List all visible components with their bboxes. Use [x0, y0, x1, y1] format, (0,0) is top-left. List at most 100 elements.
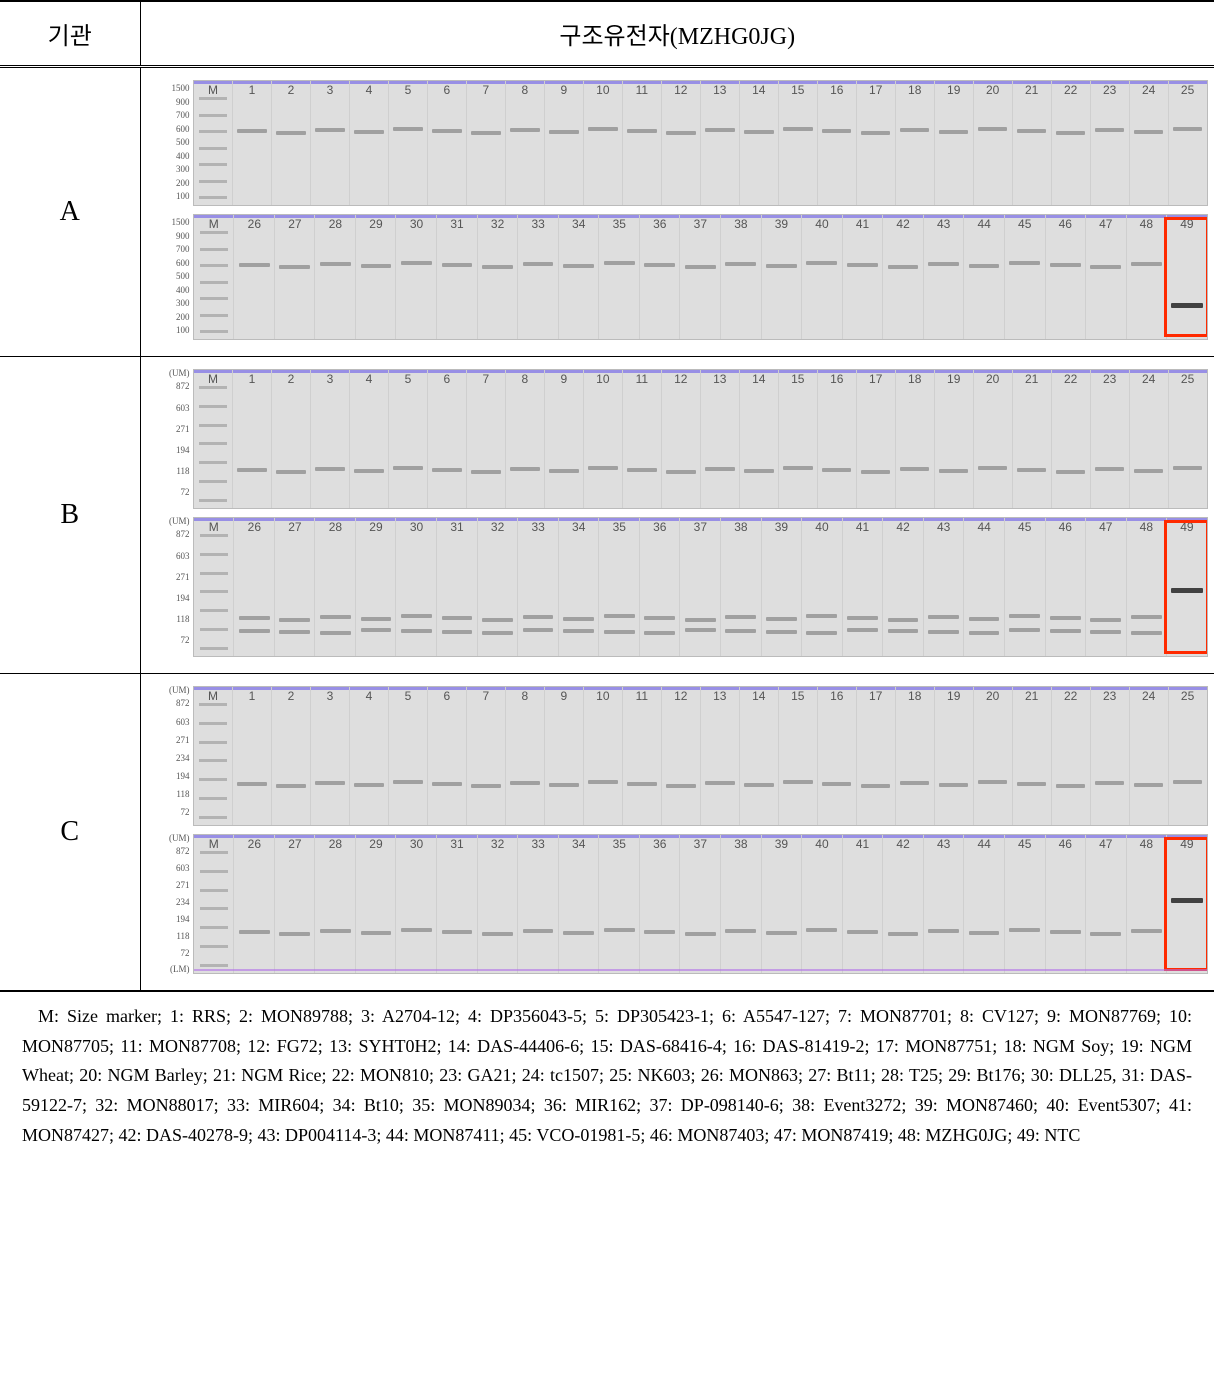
- lane-number: 31: [437, 217, 478, 231]
- lane-number: 37: [680, 217, 721, 231]
- lane-number: 30: [396, 837, 437, 851]
- lane-number: 22: [1051, 372, 1090, 386]
- lane-number: 10: [583, 83, 622, 97]
- lane-number: 5: [388, 83, 427, 97]
- lane-number: 38: [721, 217, 762, 231]
- row-A: A 1500900700600500400300200100M123456789…: [0, 67, 1214, 357]
- lane-number: 48: [1126, 217, 1167, 231]
- lane-number: 8: [505, 83, 544, 97]
- lane-number: 11: [622, 372, 661, 386]
- lane-number: 22: [1051, 689, 1090, 703]
- lane-number: 12: [661, 83, 700, 97]
- lane-number: 25: [1168, 689, 1207, 703]
- positive-band: [1171, 588, 1203, 593]
- lane-number: 41: [842, 837, 883, 851]
- gel-C-2: (UM)87260327123419411872(LM)M26272829303…: [147, 834, 1209, 974]
- lane-number: 23: [1090, 372, 1129, 386]
- positive-band: [1171, 898, 1203, 903]
- lane-number: 18: [895, 83, 934, 97]
- lane-number: 47: [1086, 520, 1127, 534]
- gel-A-2: 1500900700600500400300200100M26272829303…: [147, 214, 1209, 340]
- lane-number: 6: [427, 83, 466, 97]
- lane-number: 34: [558, 837, 599, 851]
- lane-number: 49: [1167, 837, 1208, 851]
- lane-number: 12: [661, 689, 700, 703]
- gel-A-1: 1500900700600500400300200100M12345678910…: [147, 80, 1209, 206]
- gel-lanes: M262728293031323334353637383940414243444…: [193, 214, 1209, 340]
- lane-number: 9: [544, 372, 583, 386]
- size-ladder: (UM)87260327123419411872(LM): [147, 834, 193, 974]
- lane-number: 24: [1129, 689, 1168, 703]
- lane-number: 11: [622, 83, 661, 97]
- lane-number: 26: [234, 520, 275, 534]
- lane-number: 34: [558, 217, 599, 231]
- lane-number: 19: [934, 689, 973, 703]
- lane-number: 48: [1126, 520, 1167, 534]
- size-ladder: 1500900700600500400300200100: [147, 214, 193, 340]
- lane-number: 3: [310, 83, 349, 97]
- results-table: 기관 구조유전자(MZHG0JG) A 15009007006005004003…: [0, 0, 1214, 992]
- lane-number: 36: [640, 217, 681, 231]
- lane-number: 8: [505, 689, 544, 703]
- size-ladder: (UM)87260327119411872: [147, 517, 193, 657]
- lane-number: 29: [356, 217, 397, 231]
- org-label-A: A: [0, 67, 140, 357]
- lane-number: M: [194, 83, 233, 97]
- lane-number: 28: [315, 520, 356, 534]
- lane-number: 23: [1090, 689, 1129, 703]
- lane-number: M: [194, 520, 235, 534]
- lane-number: 5: [388, 689, 427, 703]
- lane-number: 38: [721, 520, 762, 534]
- lane-number: 26: [234, 217, 275, 231]
- lane-number: 3: [310, 689, 349, 703]
- header-cell-gene: 구조유전자(MZHG0JG): [140, 1, 1214, 67]
- lane-number: 42: [883, 837, 924, 851]
- lane-number: 19: [934, 83, 973, 97]
- size-ladder: (UM)87260327123419411872: [147, 686, 193, 826]
- header-cell-org: 기관: [0, 1, 140, 67]
- lane-number: 20: [973, 372, 1012, 386]
- lane-number: 31: [437, 520, 478, 534]
- lane-number: 24: [1129, 372, 1168, 386]
- lane-number: 30: [396, 520, 437, 534]
- lane-number: 35: [599, 837, 640, 851]
- lane-number: 27: [275, 217, 316, 231]
- lane-number: 36: [640, 520, 681, 534]
- lane-number: 31: [437, 837, 478, 851]
- lane-number: 14: [739, 372, 778, 386]
- lane-number: 40: [802, 837, 843, 851]
- lane-number: 1: [232, 372, 271, 386]
- row-B: B (UM)87260327119411872M1234567891011121…: [0, 357, 1214, 674]
- lane-number: 43: [923, 837, 964, 851]
- lane-number: 17: [856, 689, 895, 703]
- lane-number: 39: [761, 520, 802, 534]
- positive-band: [1171, 303, 1203, 308]
- lane-number: 15: [778, 83, 817, 97]
- lane-number: 17: [856, 372, 895, 386]
- lane-number: 37: [680, 520, 721, 534]
- lane-number: 5: [388, 372, 427, 386]
- lane-number: 42: [883, 217, 924, 231]
- lane-number: 10: [583, 689, 622, 703]
- lane-number: 47: [1086, 217, 1127, 231]
- gel-lanes: M262728293031323334353637383940414243444…: [193, 517, 1209, 657]
- lane-number: 1: [232, 689, 271, 703]
- lane-number: 9: [544, 83, 583, 97]
- lane-number: 16: [817, 83, 856, 97]
- lane-number: 43: [923, 520, 964, 534]
- lane-number: 10: [583, 372, 622, 386]
- gel-B-1: (UM)87260327119411872M123456789101112131…: [147, 369, 1209, 509]
- figure-caption: M: Size marker; 1: RRS; 2: MON89788; 3: …: [0, 992, 1214, 1150]
- lane-number: 41: [842, 217, 883, 231]
- lane-number: 23: [1090, 83, 1129, 97]
- lane-number: 19: [934, 372, 973, 386]
- lane-number: 26: [234, 837, 275, 851]
- lane-number: 21: [1012, 83, 1051, 97]
- lane-number: 21: [1012, 689, 1051, 703]
- lane-number: 2: [271, 689, 310, 703]
- lane-number: 46: [1045, 837, 1086, 851]
- lane-number: 35: [599, 520, 640, 534]
- size-ladder: 1500900700600500400300200100: [147, 80, 193, 206]
- lane-number: 16: [817, 372, 856, 386]
- lane-number: M: [194, 689, 233, 703]
